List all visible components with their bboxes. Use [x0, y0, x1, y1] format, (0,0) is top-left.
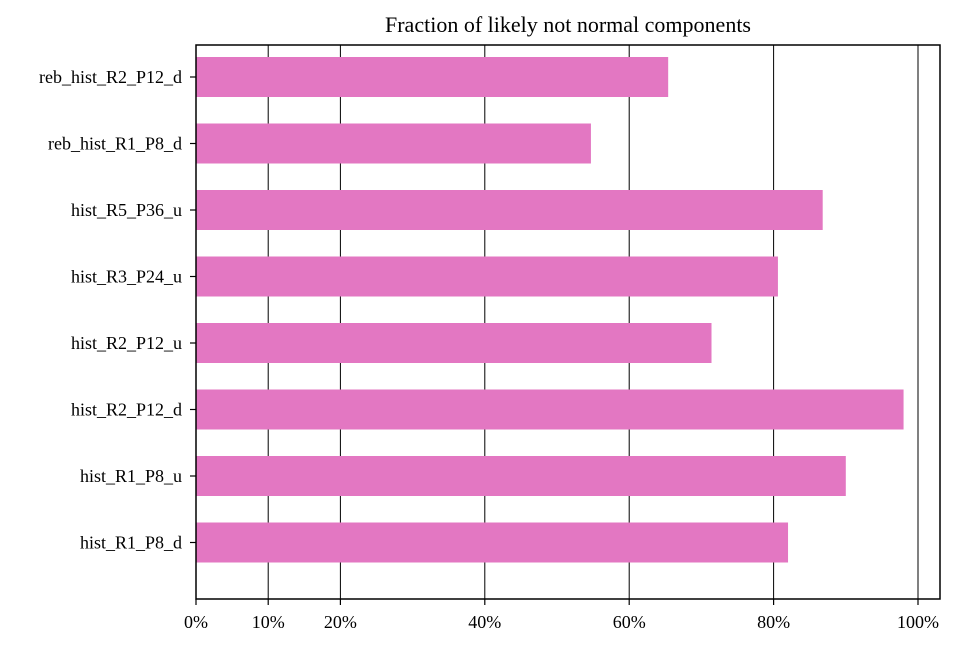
y-tick-label-hist_R1_P8_d: hist_R1_P8_d [80, 533, 182, 553]
bar-hist_R1_P8_u [196, 456, 846, 496]
bar-hist_R5_P36_u [196, 190, 823, 230]
y-tick-label-hist_R1_P8_u: hist_R1_P8_u [80, 466, 182, 486]
chart-title: Fraction of likely not normal components [385, 12, 751, 37]
x-tick-label-2: 20% [324, 612, 357, 632]
bar-hist_R2_P12_u [196, 323, 712, 363]
y-tick-label-hist_R2_P12_d: hist_R2_P12_d [71, 400, 182, 420]
bar-hist_R3_P24_u [196, 256, 778, 297]
bars [196, 57, 904, 563]
plot-frame [195, 44, 941, 600]
x-tick-label-4: 60% [613, 612, 646, 632]
x-axis-ticks: 0% 10% 20% 40% 60% 80% 100% [184, 599, 939, 632]
y-axis-ticks: hist_R1_P8_d hist_R1_P8_u hist_R2_P12_d his… [39, 67, 196, 553]
x-tick-label-1: 10% [252, 612, 285, 632]
x-tick-label-6: 100% [897, 612, 939, 632]
y-tick-label-reb_hist_R1_P8_d: reb_hist_R1_P8_d [48, 134, 182, 154]
x-tick-label-0: 0% [184, 612, 208, 632]
bar-reb_hist_R1_P8_d [196, 123, 591, 164]
y-tick-label-hist_R2_P12_u: hist_R2_P12_u [71, 333, 182, 353]
y-tick-label-reb_hist_R2_P12_d: reb_hist_R2_P12_d [39, 67, 182, 87]
x-tick-label-3: 40% [468, 612, 501, 632]
bar-hist_R2_P12_d [196, 389, 904, 430]
bar-hist_R1_P8_d [196, 522, 789, 563]
bar-reb_hist_R2_P12_d [196, 57, 669, 97]
y-tick-label-hist_R3_P24_u: hist_R3_P24_u [71, 267, 182, 287]
y-tick-label-hist_R5_P36_u: hist_R5_P36_u [71, 200, 182, 220]
x-tick-label-5: 80% [757, 612, 790, 632]
